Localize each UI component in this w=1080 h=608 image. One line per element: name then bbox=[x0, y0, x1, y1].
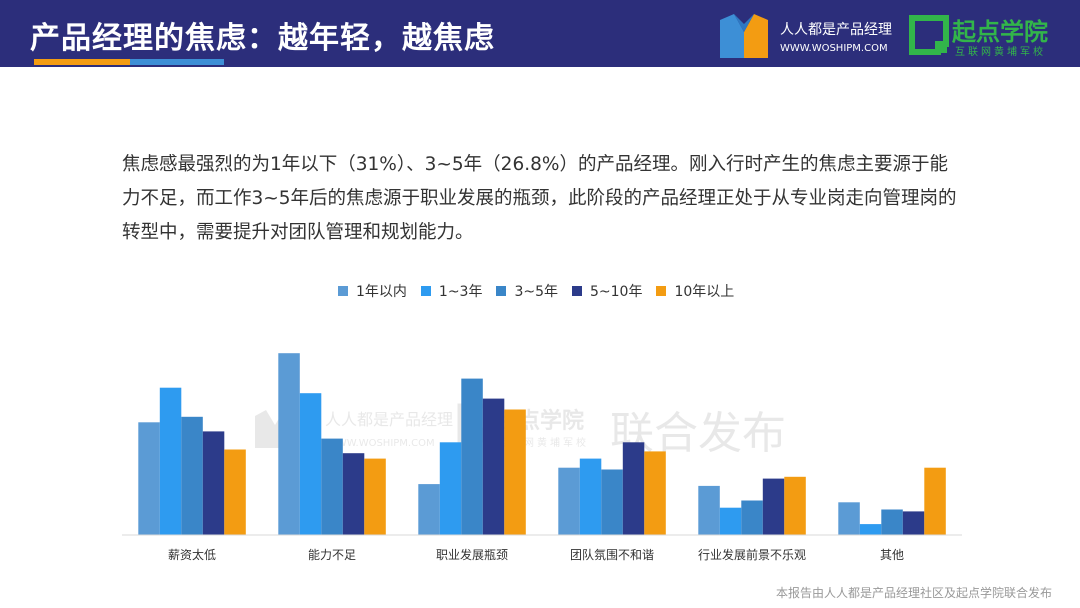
legend-label: 5~10年 bbox=[590, 284, 643, 300]
bar bbox=[364, 458, 386, 535]
bar bbox=[762, 478, 785, 535]
bar bbox=[278, 353, 300, 535]
logo2-slogan: 互联网黄埔军校 bbox=[955, 47, 1046, 58]
title-underline-orange bbox=[34, 59, 130, 65]
legend-label: 10年以上 bbox=[674, 284, 735, 300]
bar bbox=[418, 484, 440, 535]
logo1-name: 人人都是产品经理 bbox=[780, 22, 892, 38]
bar bbox=[202, 431, 225, 535]
legend-label: 3~5年 bbox=[514, 284, 559, 300]
x-tick-label: 行业发展前景不乐观 bbox=[698, 547, 806, 562]
chart-legend: 1年以内 1~3年 3~5年 5~10年 10年以上 bbox=[338, 280, 748, 302]
footer-note: 本报告由人人都是产品经理社区及起点学院联合发布 bbox=[775, 586, 1052, 600]
header-bar: 产品经理的焦虑：越年轻，越焦虑 人人都是产品经理 WWW.WOSHIPM.COM… bbox=[0, 0, 1080, 67]
bar bbox=[439, 442, 462, 535]
bar bbox=[159, 387, 182, 535]
bar bbox=[741, 500, 763, 535]
x-tick-label: 其他 bbox=[880, 548, 904, 562]
bar bbox=[719, 507, 742, 535]
qidian-logo-icon bbox=[909, 15, 949, 55]
bar bbox=[698, 485, 720, 535]
description-text: 焦虑感最强烈的为1年以下（31%）、3~5年（26.8%）的产品经理。刚入行时产… bbox=[122, 154, 957, 243]
x-tick-label: 薪资太低 bbox=[168, 547, 216, 562]
bar bbox=[224, 449, 246, 535]
bar bbox=[299, 393, 322, 535]
bar bbox=[461, 378, 483, 535]
legend-label: 1年以内 bbox=[356, 284, 407, 300]
bar bbox=[579, 458, 602, 535]
watermark-logo1-url: WWW.WOSHIPM.COM bbox=[327, 438, 435, 449]
x-tick-label: 团队氛围不和谐 bbox=[570, 547, 654, 562]
watermark-logo1-icon bbox=[255, 410, 275, 448]
legend-item: 5~10年 bbox=[572, 281, 642, 301]
legend-item: 1~3年 bbox=[420, 281, 483, 301]
legend-swatch bbox=[572, 286, 583, 296]
bar bbox=[342, 453, 365, 535]
woshipm-logo-icon bbox=[720, 14, 768, 58]
x-tick-label: 能力不足 bbox=[308, 548, 356, 562]
legend-item: 3~5年 bbox=[496, 281, 558, 301]
logo1-url: WWW.WOSHIPM.COM bbox=[780, 43, 888, 54]
bar bbox=[181, 416, 203, 535]
legend-swatch bbox=[338, 286, 348, 296]
bar bbox=[138, 422, 160, 535]
legend-label: 1~3年 bbox=[438, 284, 483, 300]
bar bbox=[644, 451, 666, 535]
bar bbox=[504, 409, 526, 535]
legend-swatch bbox=[420, 286, 431, 296]
legend-swatch bbox=[496, 286, 507, 296]
bar bbox=[482, 398, 505, 535]
legend-item: 1年以内 bbox=[338, 281, 407, 301]
bar bbox=[859, 524, 882, 535]
watermark-logo1-name: 人人都是产品经理 bbox=[325, 410, 453, 429]
bar bbox=[924, 467, 946, 535]
bar bbox=[902, 511, 925, 535]
bar bbox=[558, 467, 580, 535]
title-underline-blue bbox=[130, 59, 224, 65]
bar bbox=[838, 502, 860, 535]
page-title: 产品经理的焦虑：越年轻，越焦虑 bbox=[30, 21, 495, 56]
logo2-name: 起点学院 bbox=[952, 18, 1048, 46]
legend-swatch bbox=[656, 286, 667, 296]
x-tick-label: 职业发展瓶颈 bbox=[436, 547, 508, 562]
bar bbox=[784, 476, 806, 535]
bar bbox=[622, 442, 645, 535]
bar bbox=[321, 438, 343, 535]
legend-item: 10年以上 bbox=[656, 281, 734, 301]
bar bbox=[881, 509, 903, 535]
bar bbox=[601, 469, 623, 535]
